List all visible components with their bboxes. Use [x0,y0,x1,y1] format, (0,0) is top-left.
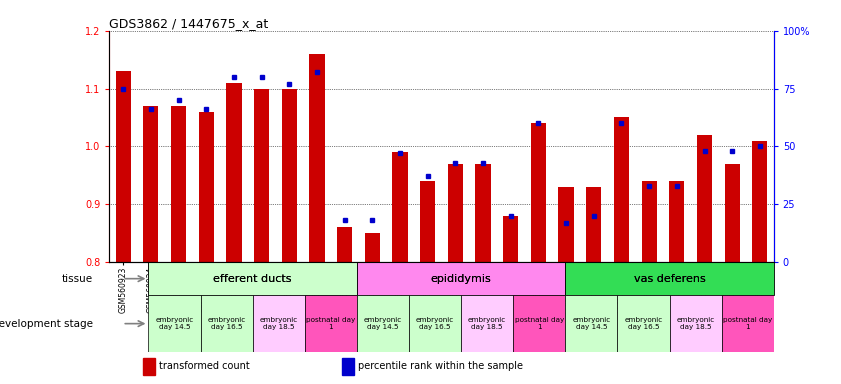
Bar [254,89,269,262]
Bar [447,164,463,262]
Text: postnatal day
1: postnatal day 1 [515,317,563,330]
Bar [357,262,565,295]
Bar [200,295,252,352]
Bar [148,262,357,295]
Bar [282,89,297,262]
Text: embryonic
day 18.5: embryonic day 18.5 [676,317,715,330]
Bar [252,295,304,352]
Bar [617,295,669,352]
Bar [513,295,565,352]
Text: percentile rank within the sample: percentile rank within the sample [358,361,523,371]
Bar [357,295,409,352]
Text: epididymis: epididymis [431,274,491,284]
Text: embryonic
day 14.5: embryonic day 14.5 [156,317,193,330]
Text: postnatal day
1: postnatal day 1 [723,317,772,330]
Text: embryonic
day 16.5: embryonic day 16.5 [208,317,246,330]
Bar [115,71,131,262]
Bar [365,233,380,262]
Bar [722,295,774,352]
Bar [148,262,357,295]
Bar [531,123,546,262]
Text: embryonic
day 14.5: embryonic day 14.5 [572,317,611,330]
Bar [337,227,352,262]
Text: embryonic
day 18.5: embryonic day 18.5 [260,317,298,330]
Bar [341,358,354,374]
Text: GDS3862 / 1447675_x_at: GDS3862 / 1447675_x_at [109,17,268,30]
Bar [393,152,408,262]
Bar [148,295,200,352]
Text: embryonic
day 14.5: embryonic day 14.5 [364,317,402,330]
Bar [503,216,518,262]
Bar [669,181,685,262]
Bar [565,295,617,352]
Bar [565,262,774,295]
Text: postnatal day
1: postnatal day 1 [306,317,356,330]
Text: tissue: tissue [61,274,93,284]
Bar [171,106,186,262]
Bar [198,112,214,262]
Bar [143,106,158,262]
Text: efferent ducts: efferent ducts [214,274,292,284]
Bar [304,295,357,352]
Bar [142,358,155,374]
Bar [420,181,436,262]
Text: development stage: development stage [0,319,93,329]
Text: epididymis: epididymis [431,274,491,284]
Text: vas deferens: vas deferens [633,274,706,284]
Text: transformed count: transformed count [159,361,250,371]
Text: efferent ducts: efferent ducts [214,274,292,284]
Bar [461,295,513,352]
Text: vas deferens: vas deferens [633,274,706,284]
Text: embryonic
day 16.5: embryonic day 16.5 [624,317,663,330]
Bar [752,141,768,262]
Bar [614,118,629,262]
Bar [475,164,490,262]
Bar [309,54,325,262]
Bar [226,83,241,262]
Text: embryonic
day 16.5: embryonic day 16.5 [416,317,454,330]
Bar [669,295,722,352]
Bar [725,164,740,262]
Bar [642,181,657,262]
Bar [697,135,712,262]
Bar [357,262,565,295]
Text: embryonic
day 18.5: embryonic day 18.5 [468,317,506,330]
Bar [558,187,574,262]
Bar [586,187,601,262]
Bar [565,262,774,295]
Bar [409,295,461,352]
